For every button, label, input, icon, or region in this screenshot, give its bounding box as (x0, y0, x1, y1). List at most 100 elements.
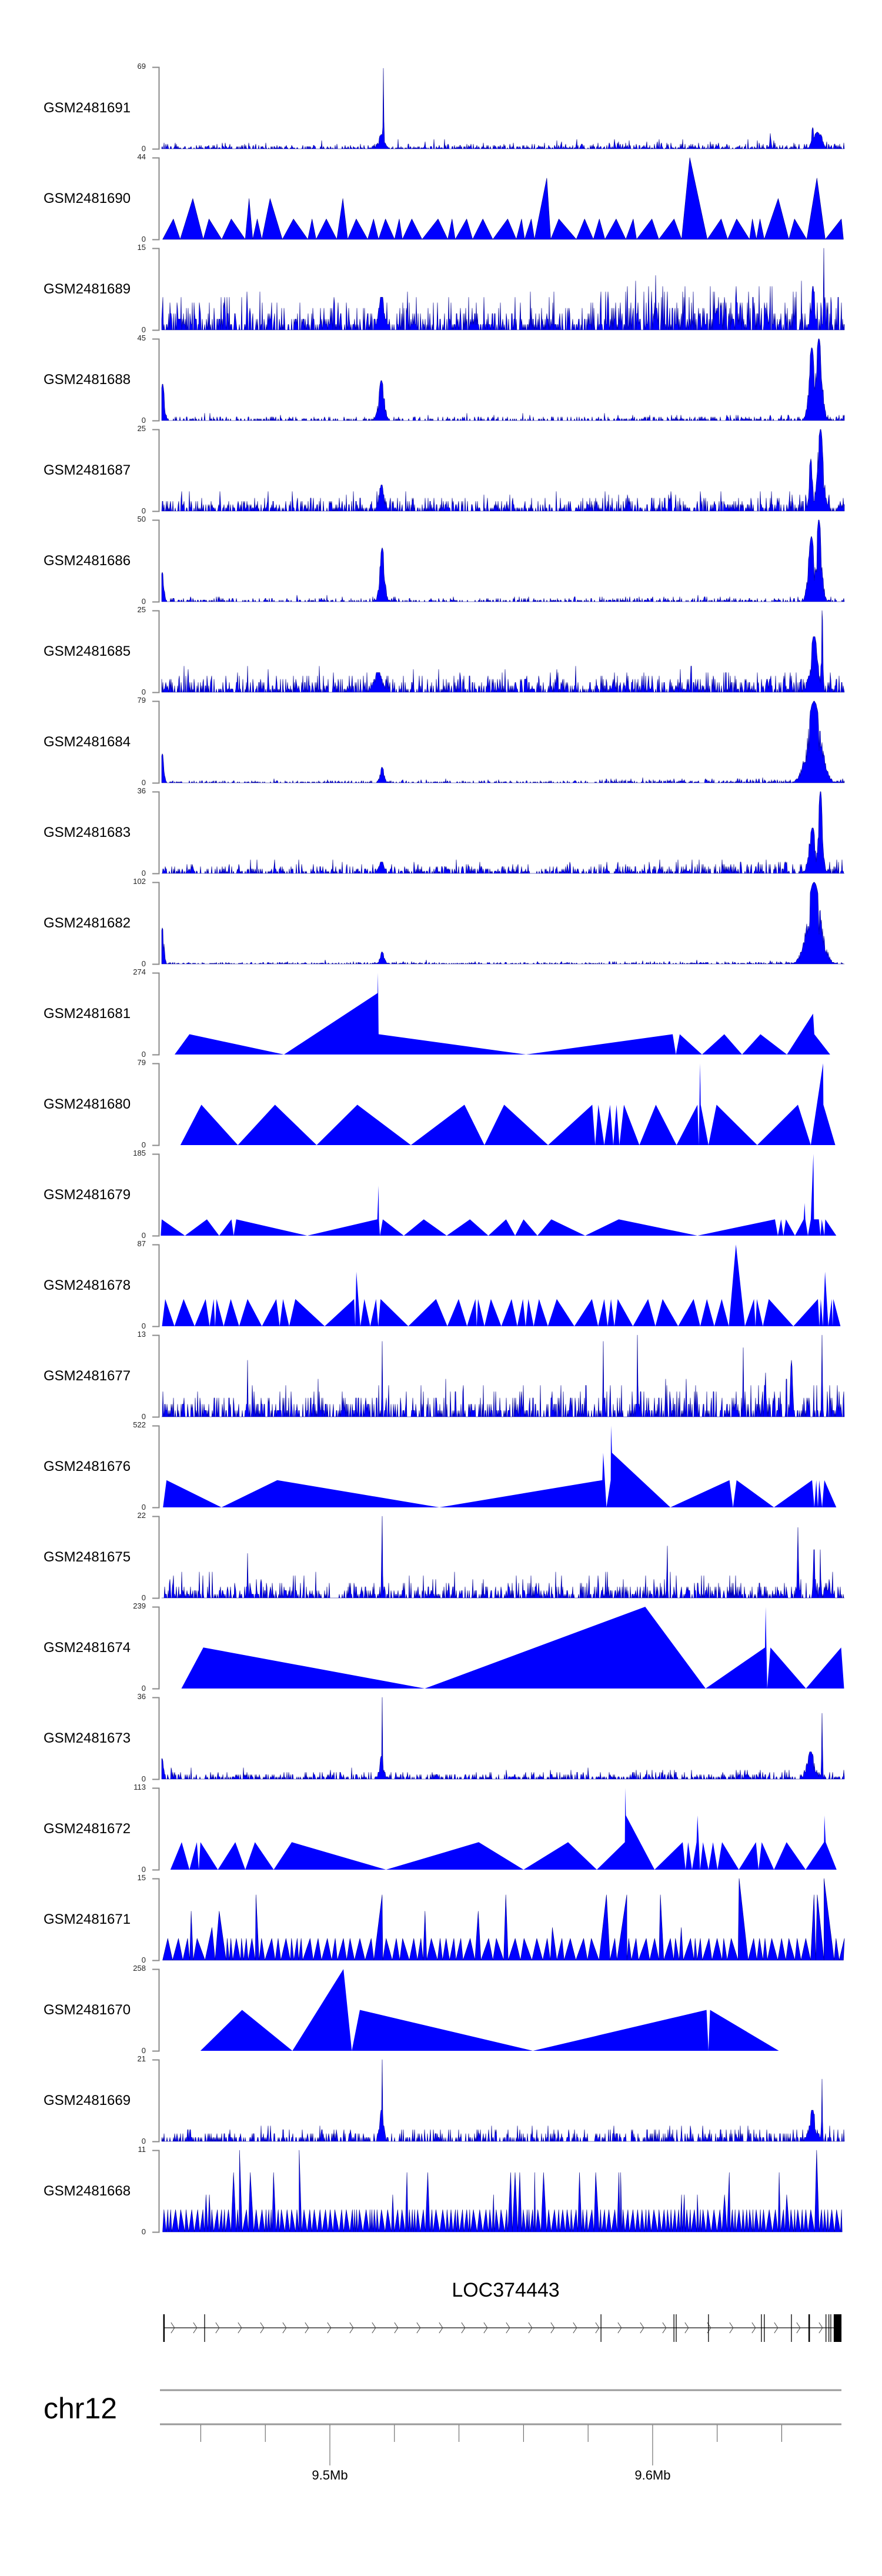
y-axis-max-label: 13 (137, 1330, 146, 1339)
track-GSM2481678: GSM2481678 87 0 (0, 1239, 882, 1330)
gene-name-label: LOC374443 (452, 2279, 560, 2301)
y-axis-max-label: 11 (138, 2145, 146, 2154)
y-axis-line (152, 1153, 160, 1237)
track-GSM2481677: GSM2481677 13 0 (0, 1329, 882, 1421)
y-axis-min-label: 0 (141, 2227, 146, 2236)
track-GSM2481679: GSM2481679 185 0 (0, 1148, 882, 1240)
y-axis-line (152, 429, 160, 512)
track-GSM2481681: GSM2481681 274 0 (0, 967, 882, 1059)
track-GSM2481684: GSM2481684 79 0 (0, 695, 882, 787)
strand-arrow-icon (550, 2322, 555, 2334)
signal-area-GSM2481673 (161, 1697, 845, 1780)
track-GSM2481672: GSM2481672 113 0 (0, 1782, 882, 1874)
track-label: GSM2481673 (44, 1730, 131, 1746)
y-axis-min-label: 0 (141, 869, 146, 877)
signal-area-GSM2481681 (175, 973, 830, 1055)
y-axis-max-label: 25 (137, 605, 146, 614)
track-plot (152, 882, 845, 965)
track-plot (152, 338, 845, 422)
y-axis-line (152, 972, 160, 1056)
y-axis-min-label: 0 (141, 1684, 146, 1693)
y-axis-max-label: 25 (137, 424, 146, 433)
track-label: GSM2481689 (44, 281, 131, 297)
track-plot (152, 2150, 843, 2233)
chromosome-label: chr12 (44, 2392, 118, 2425)
strand-arrow-icon (238, 2322, 242, 2334)
track-label: GSM2481672 (44, 1820, 131, 1837)
track-GSM2481683: GSM2481683 36 0 (0, 786, 882, 877)
track-label: GSM2481670 (44, 2001, 131, 2018)
y-axis-min-label: 0 (141, 144, 146, 153)
track-GSM2481675: GSM2481675 22 0 (0, 1510, 882, 1602)
track-label: GSM2481679 (44, 1186, 131, 1203)
track-GSM2481686: GSM2481686 50 0 (0, 514, 882, 606)
y-axis-min-label: 0 (141, 2137, 146, 2145)
y-axis-min-label: 0 (141, 1593, 146, 1602)
track-label: GSM2481682 (44, 915, 131, 931)
strand-arrow-icon (282, 2322, 287, 2334)
y-axis-max-label: 50 (137, 515, 146, 523)
track-label: GSM2481683 (44, 824, 131, 840)
track-GSM2481676: GSM2481676 522 0 (0, 1420, 882, 1511)
strand-arrow-icon (640, 2322, 644, 2334)
gene-exon (830, 2314, 831, 2342)
track-label: GSM2481678 (44, 1277, 131, 1293)
y-axis-max-label: 69 (137, 62, 146, 71)
y-axis-line (152, 519, 160, 603)
track-label: GSM2481676 (44, 1458, 131, 1474)
gene-exon (828, 2314, 830, 2342)
y-axis-min-label: 0 (141, 1956, 146, 1964)
y-axis-min-label: 0 (141, 959, 146, 968)
track-label: GSM2481668 (44, 2183, 131, 2199)
track-plot (152, 1606, 844, 1690)
y-axis-max-label: 15 (137, 1873, 146, 1882)
y-axis-min-label: 0 (141, 1231, 146, 1240)
y-axis-line (152, 2150, 160, 2233)
strand-arrow-icon (416, 2322, 421, 2334)
y-axis-min-label: 0 (141, 1322, 146, 1330)
gene-exon-last (833, 2314, 842, 2342)
track-plot (152, 519, 845, 603)
strand-arrow-icon (818, 2322, 823, 2334)
track-label: GSM2481669 (44, 2092, 131, 2108)
signal-area-GSM2481683 (161, 791, 845, 874)
y-axis-max-label: 522 (133, 1420, 146, 1429)
y-axis-max-label: 258 (133, 1964, 146, 1973)
track-label: GSM2481687 (44, 462, 131, 478)
track-label: GSM2481684 (44, 733, 131, 750)
track-plot (152, 66, 845, 150)
y-axis-line (152, 1606, 160, 1690)
track-GSM2481673: GSM2481673 36 0 (0, 1691, 882, 1783)
strand-arrow-icon (193, 2322, 198, 2334)
signal-area-GSM2481677 (161, 1334, 845, 1417)
signal-area-GSM2481684 (161, 700, 845, 783)
y-axis-min-label: 0 (141, 506, 146, 515)
track-plot (152, 2059, 845, 2143)
signal-area-GSM2481674 (181, 1607, 844, 1689)
y-axis-line (152, 66, 160, 150)
strand-arrow-icon (305, 2322, 309, 2334)
track-plot (152, 1697, 845, 1780)
y-axis-max-label: 22 (137, 1511, 146, 1520)
genome-axis-tick-label: 9.5Mb (312, 2468, 348, 2482)
y-axis-min-label: 0 (141, 1412, 146, 1421)
y-axis-line (152, 2059, 160, 2143)
signal-area-GSM2481686 (161, 519, 845, 602)
track-GSM2481691: GSM2481691 69 0 (0, 61, 882, 153)
strand-arrow-icon (372, 2322, 376, 2334)
strand-arrow-icon (617, 2322, 622, 2334)
gene-exon (204, 2314, 205, 2342)
signal-area-GSM2481669 (161, 2059, 845, 2142)
y-axis-line (152, 1516, 160, 1599)
track-plot (152, 1425, 837, 1509)
track-plot (152, 1063, 836, 1146)
track-plot (152, 1153, 837, 1237)
y-axis-line (152, 1334, 160, 1418)
track-GSM2481688: GSM2481688 45 0 (0, 333, 882, 425)
track-label: GSM2481680 (44, 1096, 131, 1112)
track-label: GSM2481674 (44, 1639, 131, 1656)
track-plot (152, 1244, 841, 1327)
y-axis-max-label: 113 (133, 1783, 146, 1791)
strand-arrow-icon (394, 2322, 399, 2334)
y-axis-max-label: 79 (137, 696, 146, 705)
